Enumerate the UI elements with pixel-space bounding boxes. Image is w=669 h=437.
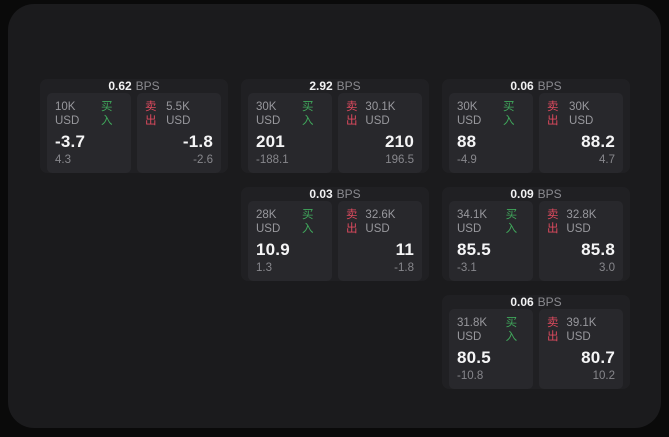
bps-value: 2.92 (309, 79, 333, 93)
buy-price: 10.9 (256, 240, 290, 259)
sell-panel[interactable]: 卖出 32.8K USD 85.8 3.0 (539, 201, 623, 281)
buy-panel[interactable]: 30K USD 买入 88 -4.9 (449, 93, 533, 173)
buy-label: 买入 (301, 209, 314, 235)
bps-header: 2.92 BPS (241, 79, 429, 93)
buy-amount: 10K USD (55, 101, 80, 127)
bps-value: 0.09 (510, 187, 534, 201)
quote-card-6: 0.06 BPS 31.8K USD 买入 80.5 -10.8 卖出 39.1… (442, 295, 630, 389)
sell-amount: 32.8K USD (566, 209, 597, 235)
sell-price: 85.8 (581, 240, 615, 259)
buy-label: 买入 (502, 101, 515, 127)
sell-delta: 3.0 (599, 262, 615, 274)
bps-value: 0.06 (510, 79, 534, 93)
quote-card-2: 2.92 BPS 30K USD 买入 201 -188.1 卖出 30.1K … (241, 79, 429, 173)
bps-header: 0.06 BPS (442, 79, 630, 93)
sell-price: 11 (395, 240, 414, 259)
bps-header: 0.62 BPS (40, 79, 228, 93)
buy-delta: -4.9 (457, 154, 477, 166)
buy-delta: 4.3 (55, 154, 71, 166)
sell-delta: -2.6 (193, 154, 213, 166)
buy-label: 买入 (505, 209, 518, 235)
buy-price: 88 (457, 132, 477, 151)
bps-unit-label: BPS (336, 79, 361, 93)
buy-price: 201 (256, 132, 285, 151)
buy-label: 买入 (301, 101, 314, 127)
sell-amount: 39.1K USD (566, 317, 597, 343)
quote-grid: 0.62 BPS 10K USD 买入 -3.7 4.3 卖出 5.5K USD (40, 79, 630, 389)
quote-card-5: 0.09 BPS 34.1K USD 买入 85.5 -3.1 卖出 32.8K… (442, 187, 630, 281)
bps-header: 0.09 BPS (442, 187, 630, 201)
sell-panel[interactable]: 卖出 39.1K USD 80.7 10.2 (539, 309, 623, 389)
bps-unit-label: BPS (537, 295, 562, 309)
buy-price: -3.7 (55, 132, 86, 151)
sell-delta: 10.2 (592, 370, 615, 382)
sell-delta: -1.8 (394, 262, 414, 274)
quote-card-4: 0.03 BPS 28K USD 买入 10.9 1.3 卖出 32.6K US… (241, 187, 429, 281)
sell-label: 卖出 (547, 101, 559, 127)
sell-delta: 196.5 (385, 154, 414, 166)
sell-label: 卖出 (346, 101, 358, 127)
sell-amount: 32.6K USD (365, 209, 396, 235)
buy-panel[interactable]: 10K USD 买入 -3.7 4.3 (47, 93, 131, 173)
bps-header: 0.06 BPS (442, 295, 630, 309)
buy-label: 买入 (505, 317, 518, 343)
sell-price: 210 (385, 132, 414, 151)
sell-price: 88.2 (581, 132, 615, 151)
sell-amount: 30.1K USD (365, 101, 396, 127)
sell-price: -1.8 (182, 132, 213, 151)
buy-label: 买入 (100, 101, 113, 127)
sell-panel[interactable]: 卖出 5.5K USD -1.8 -2.6 (137, 93, 221, 173)
app-panel: 0.62 BPS 10K USD 买入 -3.7 4.3 卖出 5.5K USD (8, 4, 661, 428)
buy-panel[interactable]: 34.1K USD 买入 85.5 -3.1 (449, 201, 533, 281)
bps-unit-label: BPS (537, 79, 562, 93)
bps-header: 0.03 BPS (241, 187, 429, 201)
buy-price: 80.5 (457, 348, 491, 367)
buy-panel[interactable]: 30K USD 买入 201 -188.1 (248, 93, 332, 173)
bps-value: 0.62 (108, 79, 132, 93)
bps-unit-label: BPS (135, 79, 160, 93)
buy-amount: 31.8K USD (457, 317, 488, 343)
sell-label: 卖出 (547, 209, 559, 235)
buy-price: 85.5 (457, 240, 491, 259)
sell-panel[interactable]: 卖出 32.6K USD 11 -1.8 (338, 201, 422, 281)
sell-label: 卖出 (547, 317, 559, 343)
buy-amount: 28K USD (256, 209, 281, 235)
buy-delta: -3.1 (457, 262, 477, 274)
buy-panel[interactable]: 28K USD 买入 10.9 1.3 (248, 201, 332, 281)
buy-panel[interactable]: 31.8K USD 买入 80.5 -10.8 (449, 309, 533, 389)
quote-card-1: 0.62 BPS 10K USD 买入 -3.7 4.3 卖出 5.5K USD (40, 79, 228, 173)
sell-label: 卖出 (346, 209, 358, 235)
quote-card-3: 0.06 BPS 30K USD 买入 88 -4.9 卖出 30K USD (442, 79, 630, 173)
sell-price: 80.7 (581, 348, 615, 367)
buy-amount: 30K USD (457, 101, 482, 127)
sell-amount: 5.5K USD (166, 101, 191, 127)
buy-amount: 34.1K USD (457, 209, 488, 235)
buy-delta: 1.3 (256, 262, 272, 274)
bps-unit-label: BPS (537, 187, 562, 201)
sell-amount: 30K USD (569, 101, 594, 127)
buy-delta: -188.1 (256, 154, 289, 166)
sell-delta: 4.7 (599, 154, 615, 166)
sell-panel[interactable]: 卖出 30.1K USD 210 196.5 (338, 93, 422, 173)
buy-delta: -10.8 (457, 370, 484, 382)
sell-label: 卖出 (145, 101, 157, 127)
bps-unit-label: BPS (336, 187, 361, 201)
bps-value: 0.06 (510, 295, 534, 309)
bps-value: 0.03 (309, 187, 333, 201)
sell-panel[interactable]: 卖出 30K USD 88.2 4.7 (539, 93, 623, 173)
buy-amount: 30K USD (256, 101, 281, 127)
